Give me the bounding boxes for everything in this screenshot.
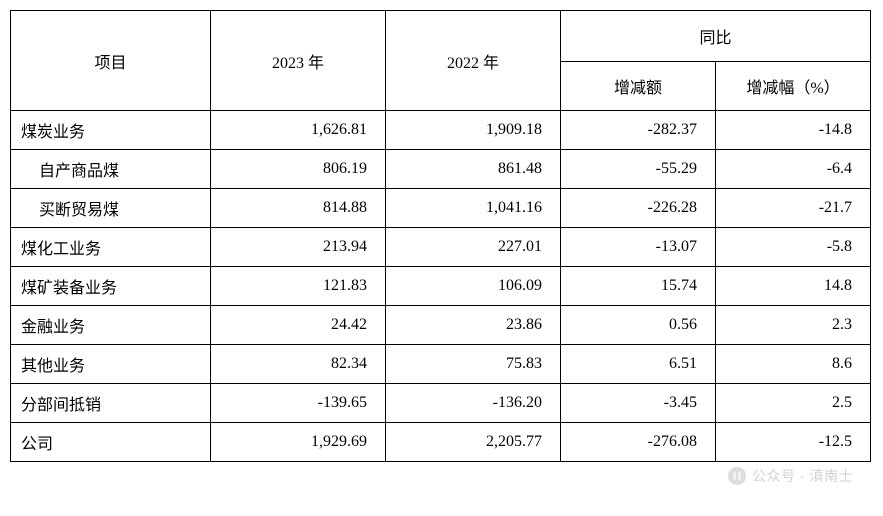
- table-row: 煤化工业务213.94227.01-13.07-5.8: [11, 228, 871, 267]
- table-row: 分部间抵销-139.65-136.20-3.452.5: [11, 384, 871, 423]
- table-body: 煤炭业务1,626.811,909.18-282.37-14.8自产商品煤806…: [11, 111, 871, 462]
- row-label: 买断贸易煤: [11, 189, 211, 228]
- cell-pct: -12.5: [716, 423, 871, 462]
- cell-y2023: 806.19: [211, 150, 386, 189]
- table-row: 自产商品煤806.19861.48-55.29-6.4: [11, 150, 871, 189]
- cell-diff: -282.37: [561, 111, 716, 150]
- cell-y2023: 213.94: [211, 228, 386, 267]
- cell-y2023: -139.65: [211, 384, 386, 423]
- cell-pct: -5.8: [716, 228, 871, 267]
- header-2023: 2023 年: [211, 11, 386, 111]
- cell-y2022: 2,205.77: [386, 423, 561, 462]
- cell-diff: -276.08: [561, 423, 716, 462]
- cell-y2023: 1,626.81: [211, 111, 386, 150]
- cell-diff: 15.74: [561, 267, 716, 306]
- cell-y2022: 75.83: [386, 345, 561, 384]
- cell-y2022: 106.09: [386, 267, 561, 306]
- cell-diff: -226.28: [561, 189, 716, 228]
- cell-pct: 2.5: [716, 384, 871, 423]
- cell-pct: -21.7: [716, 189, 871, 228]
- row-label: 金融业务: [11, 306, 211, 345]
- row-label: 其他业务: [11, 345, 211, 384]
- table-row: 公司1,929.692,205.77-276.08-12.5: [11, 423, 871, 462]
- cell-pct: 14.8: [716, 267, 871, 306]
- cell-diff: 6.51: [561, 345, 716, 384]
- table-row: 买断贸易煤814.881,041.16-226.28-21.7: [11, 189, 871, 228]
- cell-pct: -14.8: [716, 111, 871, 150]
- cell-diff: -3.45: [561, 384, 716, 423]
- header-item: 项目: [11, 11, 211, 111]
- table-row: 其他业务82.3475.836.518.6: [11, 345, 871, 384]
- row-label: 煤炭业务: [11, 111, 211, 150]
- cell-y2022: 1,041.16: [386, 189, 561, 228]
- cell-pct: -6.4: [716, 150, 871, 189]
- table-row: 煤炭业务1,626.811,909.18-282.37-14.8: [11, 111, 871, 150]
- cell-y2023: 121.83: [211, 267, 386, 306]
- cell-diff: -55.29: [561, 150, 716, 189]
- header-2022: 2022 年: [386, 11, 561, 111]
- table-row: 金融业务24.4223.860.562.3: [11, 306, 871, 345]
- cell-pct: 8.6: [716, 345, 871, 384]
- row-label: 自产商品煤: [11, 150, 211, 189]
- row-label: 煤化工业务: [11, 228, 211, 267]
- row-label: 公司: [11, 423, 211, 462]
- row-label: 煤矿装备业务: [11, 267, 211, 306]
- cell-y2023: 814.88: [211, 189, 386, 228]
- cell-y2022: 861.48: [386, 150, 561, 189]
- table-header: 项目 2023 年 2022 年 同比 增减额 增减幅（%）: [11, 11, 871, 111]
- cell-y2023: 1,929.69: [211, 423, 386, 462]
- financial-table: 项目 2023 年 2022 年 同比 增减额 增减幅（%） 煤炭业务1,626…: [10, 10, 871, 462]
- header-yoy: 同比: [561, 11, 871, 62]
- header-diff: 增减额: [561, 62, 716, 111]
- cell-y2022: -136.20: [386, 384, 561, 423]
- cell-diff: 0.56: [561, 306, 716, 345]
- cell-y2023: 24.42: [211, 306, 386, 345]
- cell-y2022: 227.01: [386, 228, 561, 267]
- header-pct: 增减幅（%）: [716, 62, 871, 111]
- cell-y2023: 82.34: [211, 345, 386, 384]
- cell-y2022: 1,909.18: [386, 111, 561, 150]
- cell-y2022: 23.86: [386, 306, 561, 345]
- table-row: 煤矿装备业务121.83106.0915.7414.8: [11, 267, 871, 306]
- cell-pct: 2.3: [716, 306, 871, 345]
- row-label: 分部间抵销: [11, 384, 211, 423]
- cell-diff: -13.07: [561, 228, 716, 267]
